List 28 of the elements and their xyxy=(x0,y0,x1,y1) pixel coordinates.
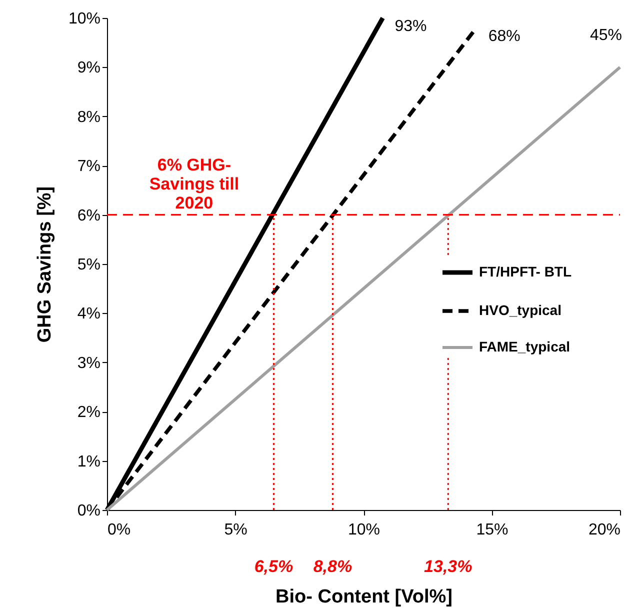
legend-label: HVO_typical xyxy=(479,302,562,318)
x-tick-label: 5% xyxy=(224,522,248,538)
annotation: 93% xyxy=(394,18,427,35)
legend-label: FT/HPFT- BTL xyxy=(479,264,572,280)
ref-line-label: 13,3% xyxy=(424,557,472,576)
y-tick-label: 6% xyxy=(77,207,100,224)
y-tick-label: 10% xyxy=(68,10,100,28)
x-tick-label: 20% xyxy=(588,522,620,538)
annotation: 45% xyxy=(590,27,622,44)
y-tick-label: 2% xyxy=(77,404,100,422)
annotation: 68% xyxy=(488,28,520,45)
x-tick-label: 15% xyxy=(476,522,508,538)
ref-line-label: 6% GHG-Savings till 2020 xyxy=(149,156,240,213)
ref-line-label: 6,5% xyxy=(254,557,294,576)
y-tick-label: 1% xyxy=(77,453,100,470)
x-tick-label: 0% xyxy=(108,522,131,538)
y-tick-label: 7% xyxy=(77,158,100,176)
x-axis-title: Bio- Content [Vol%] xyxy=(276,586,452,608)
y-tick-label: 3% xyxy=(77,354,100,372)
y-tick-label: 0% xyxy=(77,502,100,520)
ref-line-label: 8,8% xyxy=(313,557,352,576)
y-tick-label: 9% xyxy=(77,60,100,77)
y-axis-title: GHG Savings [%] xyxy=(34,186,56,343)
y-tick-label: 5% xyxy=(77,256,100,274)
legend-label: FAME_typical xyxy=(479,338,570,354)
y-tick-label: 4% xyxy=(77,306,100,323)
x-tick-label: 10% xyxy=(348,522,380,538)
y-tick-label: 8% xyxy=(77,108,100,126)
